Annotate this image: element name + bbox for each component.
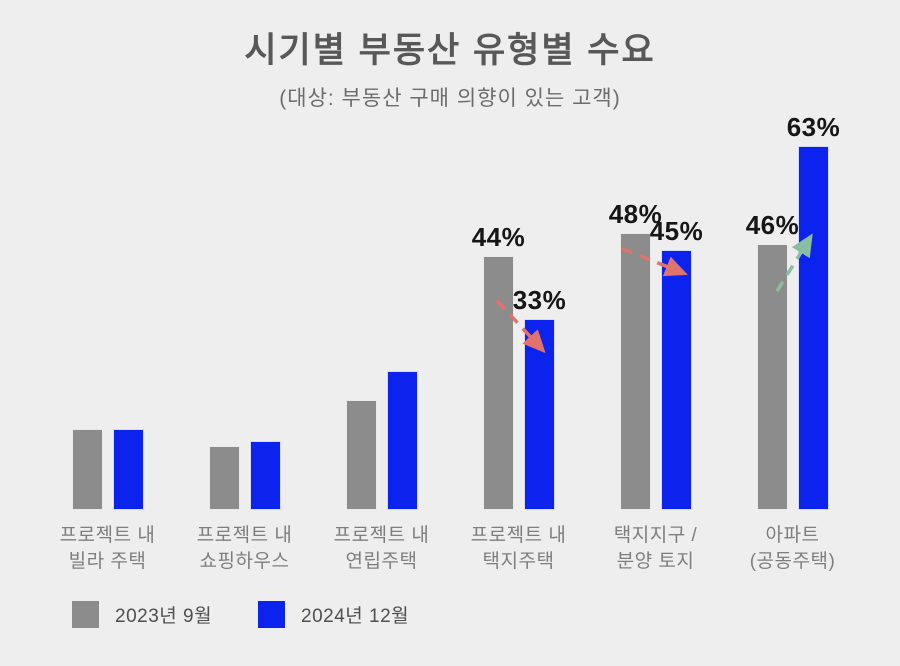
legend-swatch-2024 — [258, 601, 285, 628]
legend-label-2024: 2024년 12월 — [301, 606, 410, 627]
legend-swatch-2023 — [72, 601, 99, 628]
category-label: 프로젝트 내 빌라 주택 — [59, 525, 156, 572]
chart-subtitle: (대상: 부동산 구매 의향이 있는 고객) — [279, 87, 621, 110]
value-label: 33% — [512, 285, 567, 316]
bar-period1-group5 — [620, 232, 651, 510]
value-label: 48% — [608, 198, 663, 229]
bar-period1-group1 — [72, 429, 103, 510]
legend-label-2023: 2023년 9월 — [115, 606, 213, 627]
value-label: 63% — [786, 111, 841, 142]
category-label: 프로젝트 내 택지주택 — [470, 525, 567, 572]
chart-title: 시기별 부동산 유형별 수요 — [244, 31, 656, 70]
bar-period2-group4 — [524, 319, 555, 510]
legend-item-2024: 2024년 12월 — [258, 601, 409, 628]
legend-item-2023: 2023년 9월 — [72, 601, 212, 628]
legend: 2023년 9월 2024년 12월 — [0, 601, 900, 631]
bar-period1-group6 — [757, 244, 788, 510]
category-label: 프로젝트 내 쇼핑하우스 — [196, 525, 293, 572]
bar-period2-group6 — [798, 145, 829, 510]
bar-period2-group3 — [387, 371, 418, 510]
value-label: 44% — [471, 221, 526, 252]
value-label: 46% — [745, 210, 800, 241]
bar-period2-group2 — [250, 440, 281, 510]
category-label: 프로젝트 내 연립주택 — [333, 525, 430, 572]
bar-period1-group4 — [483, 255, 514, 510]
category-label: 아파트 (공동주택) — [749, 525, 836, 572]
bar-period2-group1 — [113, 429, 144, 510]
bar-period1-group2 — [209, 446, 240, 510]
value-label: 45% — [649, 215, 704, 246]
category-label: 택지지구 / 분양 토지 — [613, 525, 698, 572]
bar-period1-group3 — [346, 400, 377, 510]
bar-period2-group5 — [661, 249, 692, 510]
